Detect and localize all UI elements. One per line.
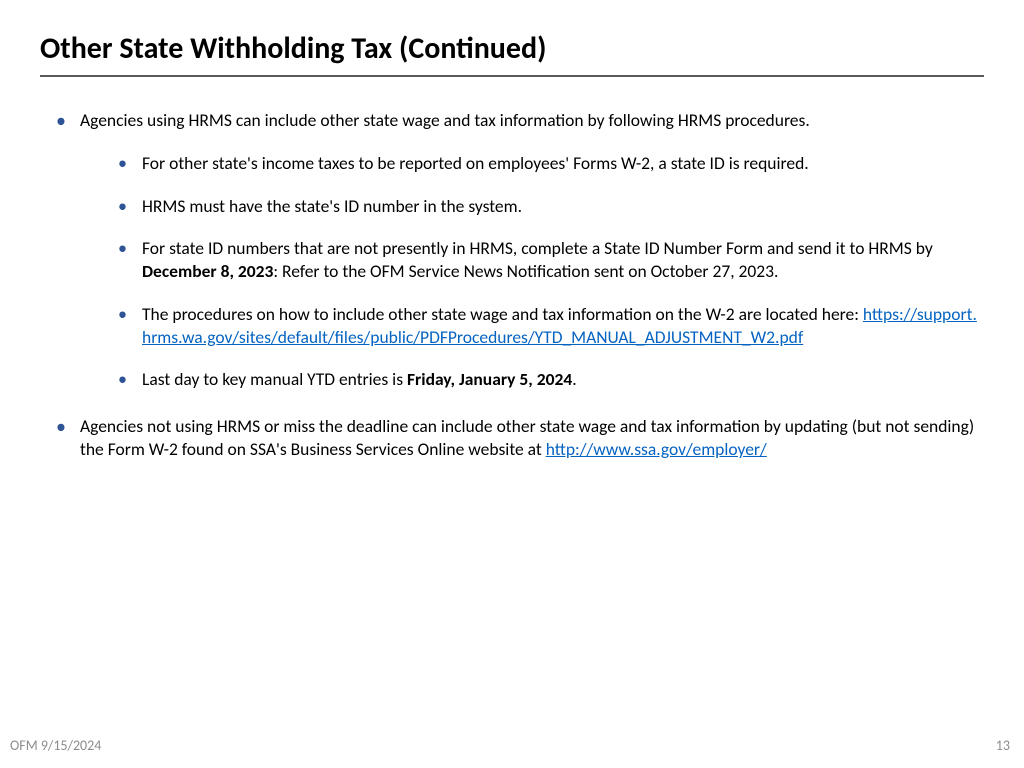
footer-left: OFM 9/15/2024 [10, 737, 101, 754]
slide: Other State Withholding Tax (Continued) … [0, 0, 1024, 768]
bullet-text: For other state's income taxes to be rep… [142, 152, 809, 174]
bullet-text: For state ID numbers that are not presen… [142, 237, 933, 259]
list-item: The procedures on how to include other s… [142, 303, 984, 349]
bullet-text: Last day to key manual YTD entries is [142, 368, 407, 390]
slide-footer: OFM 9/15/2024 13 [10, 737, 1010, 754]
bullet-text: Agencies not using HRMS or miss the dead… [80, 415, 974, 460]
slide-body: Agencies using HRMS can include other st… [40, 109, 984, 461]
list-item: For other state's income taxes to be rep… [142, 152, 984, 175]
bullet-text: HRMS must have the state's ID number in … [142, 195, 522, 217]
bold-date: December 8, 2023 [142, 260, 273, 282]
page-number: 13 [996, 737, 1010, 754]
bullet-list-level-1: Agencies using HRMS can include other st… [40, 109, 984, 461]
list-item: Agencies not using HRMS or miss the dead… [80, 415, 984, 461]
ssa-link[interactable]: http://www.ssa.gov/employer/ [546, 438, 767, 460]
bullet-list-level-2: For other state's income taxes to be rep… [80, 152, 984, 391]
list-item: Last day to key manual YTD entries is Fr… [142, 368, 984, 391]
list-item: HRMS must have the state's ID number in … [142, 195, 984, 218]
bold-date: Friday, January 5, 2024 [407, 368, 572, 390]
list-item: For state ID numbers that are not presen… [142, 237, 984, 283]
list-item: Agencies using HRMS can include other st… [80, 109, 984, 391]
bullet-text: . [572, 368, 576, 390]
bullet-text: : Refer to the OFM Service News Notifica… [273, 260, 778, 282]
bullet-text: Agencies using HRMS can include other st… [80, 109, 810, 131]
slide-title: Other State Withholding Tax (Continued) [40, 30, 984, 77]
bullet-text: The procedures on how to include other s… [142, 303, 863, 325]
